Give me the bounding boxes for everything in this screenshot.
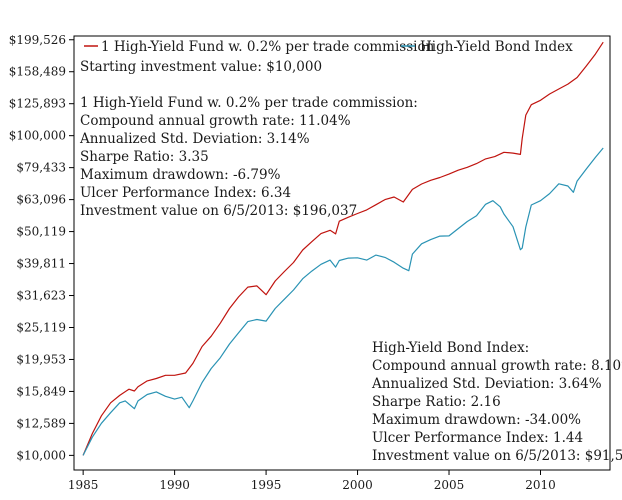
series-line-fund xyxy=(82,41,604,456)
stats-fund-line: Compound annual growth rate: 11.04% xyxy=(80,113,351,129)
stats-box-fund: 1 High-Yield Fund w. 0.2% per trade comm… xyxy=(79,95,418,219)
y-tick-label: $10,000 xyxy=(16,448,66,462)
plot-area-frame xyxy=(73,35,611,471)
y-tick-label: $158,489 xyxy=(9,65,66,79)
y-tick-label: $79,433 xyxy=(16,161,66,175)
y-tick-label: $12,589 xyxy=(16,416,66,430)
x-tick-label: 1990 xyxy=(159,478,190,492)
stats-fund-title: 1 High-Yield Fund w. 0.2% per trade comm… xyxy=(80,95,418,111)
y-tick-label: $125,893 xyxy=(9,97,66,111)
y-axis: $10,000 $12,589 $15,849 $19,953 $25,119 $31,6… xyxy=(9,33,74,462)
stats-box-index: High-Yield Bond Index: Compound annual g… xyxy=(371,340,622,464)
y-tick-label: $19,953 xyxy=(16,352,66,366)
y-tick-label: $15,849 xyxy=(16,384,66,398)
x-tick-label: 1985 xyxy=(68,478,99,492)
stats-fund-line: Investment value on 6/5/2013: $196,037 xyxy=(80,203,357,219)
stats-fund-line: Sharpe Ratio: 3.35 xyxy=(80,149,209,165)
y-tick-label: $31,623 xyxy=(16,289,66,303)
stats-fund-line: Maximum drawdown: -6.79% xyxy=(80,167,281,183)
series-layer xyxy=(82,41,604,456)
y-tick-label: $39,811 xyxy=(16,257,66,271)
stats-index-line: Maximum drawdown: -34.00% xyxy=(372,412,581,428)
x-tick-label: 2005 xyxy=(434,478,465,492)
legend-label-index: High-Yield Bond Index xyxy=(420,39,573,55)
stats-index-title: High-Yield Bond Index: xyxy=(372,340,529,356)
stats-index-line: Sharpe Ratio: 2.16 xyxy=(372,394,501,410)
stats-index-line: Annualized Std. Deviation: 3.64% xyxy=(371,376,602,392)
legend-label-fund: 1 High-Yield Fund w. 0.2% per trade comm… xyxy=(101,39,435,55)
y-tick-label: $25,119 xyxy=(16,320,66,334)
y-tick-label: $50,119 xyxy=(16,225,66,239)
x-tick-label: 2010 xyxy=(525,478,556,492)
stats-index-line: Compound annual growth rate: 8.10% xyxy=(372,358,622,374)
x-tick-label: 2000 xyxy=(342,478,373,492)
x-axis: 1985 1990 1995 2000 2005 2010 xyxy=(68,470,556,492)
y-tick-label: $199,526 xyxy=(9,33,66,47)
stats-index-line: Ulcer Performance Index: 1.44 xyxy=(372,430,583,446)
stats-index-line: Investment value on 6/5/2013: $91,521 xyxy=(372,448,622,464)
series-line-index xyxy=(82,147,604,456)
legend: 1 High-Yield Fund w. 0.2% per trade comm… xyxy=(84,39,573,55)
x-tick-label: 1995 xyxy=(251,478,282,492)
stats-fund-line: Annualized Std. Deviation: 3.14% xyxy=(79,131,310,147)
stats-fund-line: Ulcer Performance Index: 6.34 xyxy=(80,185,291,201)
starting-investment-text: Starting investment value: $10,000 xyxy=(80,59,322,75)
y-tick-label: $63,096 xyxy=(16,193,66,207)
y-tick-label: $100,000 xyxy=(9,129,66,143)
